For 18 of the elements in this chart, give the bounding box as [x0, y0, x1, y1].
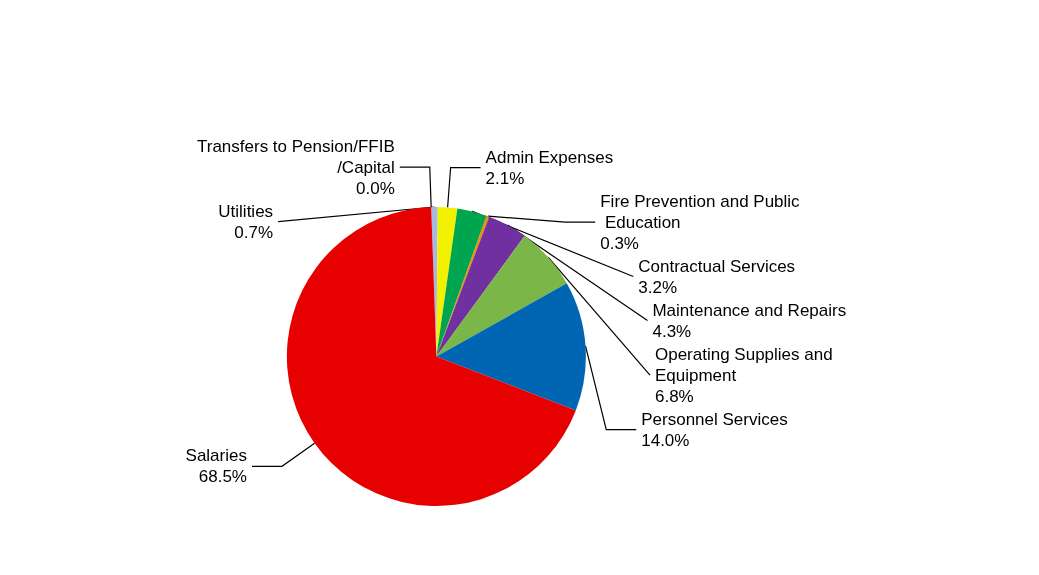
data-label: 68.5%	[198, 467, 247, 487]
slice-label: Admin Expenses	[485, 147, 614, 167]
text: 0.0%	[356, 178, 395, 198]
slice-label: Salaries	[185, 446, 247, 466]
data-label: 6.8%	[654, 386, 694, 406]
slice-label: Maintenance and Repairs	[652, 300, 847, 320]
data-label: 4.3%	[652, 321, 692, 341]
data-label: 14.0%	[641, 430, 690, 450]
data-label: 3.2%	[638, 277, 678, 297]
slice-label: Contractual Services	[638, 256, 796, 276]
slice-label: Utilities	[218, 201, 274, 221]
data-label: 0.7%	[234, 222, 274, 242]
slice-label: Personnel Services	[641, 409, 788, 429]
category-label: Transfers to Pension/FFIB/Capital	[196, 136, 395, 177]
slice-label: Fire Prevention and Public Education	[600, 191, 801, 232]
data-label: 0.3%	[600, 233, 639, 253]
slice-label: Operating Supplies and Equipment	[654, 344, 838, 385]
data-label: 2.1%	[485, 168, 525, 188]
